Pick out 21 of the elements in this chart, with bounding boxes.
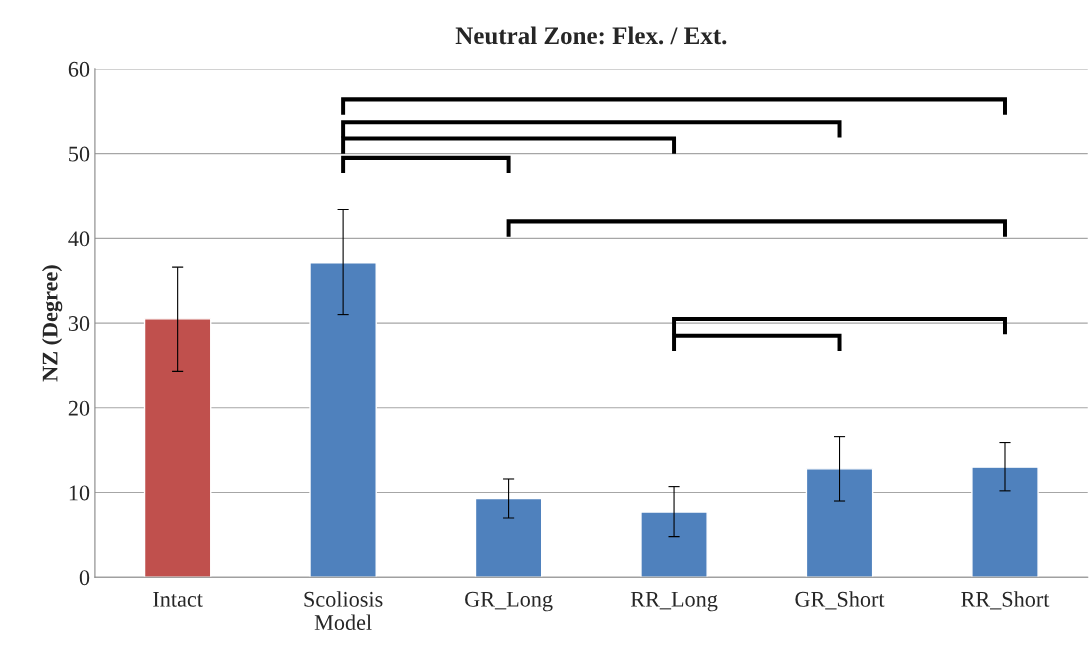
x-tick-label: GR_Long — [465, 591, 553, 612]
bar — [143, 318, 212, 578]
y-axis-title: NZ (Degree) — [41, 265, 63, 382]
y-tick-label: 30 — [68, 316, 90, 332]
y-tick-label: 40 — [68, 231, 90, 247]
y-tick-label: 60 — [68, 61, 90, 77]
x-tick-label: Scoliosis Model — [304, 591, 383, 631]
bar — [474, 497, 543, 578]
bar — [805, 468, 874, 578]
bar — [640, 511, 708, 578]
bar — [971, 466, 1039, 578]
y-tick-label: 0 — [79, 570, 90, 586]
x-tick-label: GR_Short — [795, 591, 885, 610]
x-tick-label: RR_Long — [630, 591, 718, 612]
y-tick-label: 20 — [68, 400, 90, 416]
x-tick-label: Intact — [153, 592, 203, 607]
y-tick-label: 50 — [69, 146, 90, 162]
chart-title: Neutral Zone: Flex. / Ext. — [455, 26, 727, 45]
bar — [309, 262, 377, 578]
x-tick-label: RR_Short — [961, 591, 1050, 610]
y-tick-label: 10 — [69, 485, 90, 501]
